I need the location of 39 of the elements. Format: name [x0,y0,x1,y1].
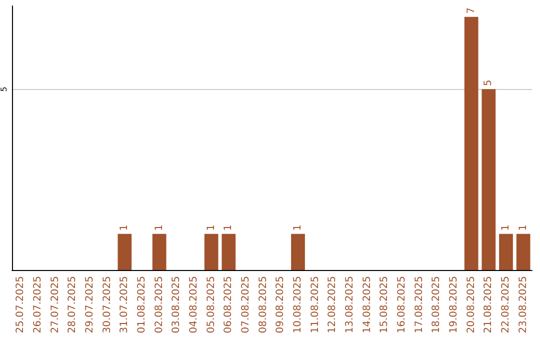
x-tick-label: 21.08.2025 [483,276,494,334]
x-tick-label: 30.07.2025 [102,276,113,334]
data-label: 5 [483,80,494,86]
data-label: 1 [500,224,512,231]
x-tick-label: 13.08.2025 [344,276,356,334]
x-tick-label: 01.08.2025 [136,276,148,334]
x-tick-label: 02.08.2025 [154,276,165,334]
x-tick-label: 20.08.2025 [466,276,477,334]
x-tick-label: 06.08.2025 [223,276,234,334]
data-label: 1 [223,224,234,231]
data-label: 1 [154,224,165,231]
x-tick-label: 25.07.2025 [15,276,26,334]
x-tick-label: 28.07.2025 [67,276,78,334]
x-tick-label: 26.07.2025 [32,276,44,334]
x-tick-label: 11.08.2025 [310,276,321,334]
x-tick-label: 03.08.2025 [171,276,182,334]
x-tick-label: 29.07.2025 [84,276,96,334]
x-tick-label: 16.08.2025 [396,276,408,334]
data-label: 1 [518,224,529,231]
x-tick-label: 08.08.2025 [258,276,269,334]
data-label: 7 [466,7,477,14]
x-tick-label: 17.08.2025 [414,276,425,334]
x-tick-label: 04.08.2025 [188,276,200,334]
x-tick-label: 07.08.2025 [240,276,252,334]
x-tick-label: 10.08.2025 [292,276,304,334]
x-tick-label: 31.07.2025 [119,276,130,334]
data-label: 1 [292,224,304,231]
x-tick-label: 09.08.2025 [275,276,286,334]
x-tick-label: 15.08.2025 [379,276,390,334]
x-tick-label: 14.08.2025 [362,276,373,334]
x-tick-label: 18.08.2025 [431,276,442,334]
x-tick-label: 19.08.2025 [448,276,460,334]
data-label: 1 [206,224,217,231]
x-tick-label: 22.08.2025 [500,276,512,334]
x-tick-label: 23.08.2025 [518,276,529,334]
x-tick-label: 05.08.2025 [206,276,217,334]
x-tick-label: 12.08.2025 [327,276,338,334]
x-tick-label: 27.07.2025 [50,276,61,334]
data-label: 1 [119,224,130,231]
